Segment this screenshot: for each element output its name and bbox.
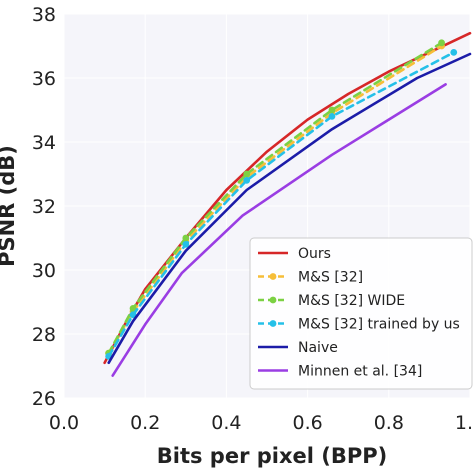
legend-label: M&S [32] bbox=[298, 270, 363, 286]
y-tick-label: 36 bbox=[32, 68, 56, 90]
y-tick-label: 28 bbox=[32, 324, 56, 346]
series-4 bbox=[107, 52, 472, 365]
x-tick-label: 0.2 bbox=[130, 412, 160, 434]
y-axis-title: PSNR (dB) bbox=[0, 145, 19, 267]
series-line bbox=[107, 51, 456, 358]
legend: Ours M&S [32] M&S [32] WIDE M&S [32] traine… bbox=[249, 237, 473, 390]
x-tick-label: 0.8 bbox=[374, 412, 404, 434]
legend-item: M&S [32] trained by us bbox=[258, 317, 460, 333]
y-tick-label: 32 bbox=[32, 196, 56, 218]
legend-item: M&S [32] bbox=[258, 270, 363, 286]
legend-label: M&S [32] trained by us bbox=[298, 317, 460, 333]
data-point bbox=[438, 39, 445, 47]
y-tick-label: 38 bbox=[32, 4, 56, 26]
legend-item: Ours bbox=[258, 246, 331, 262]
x-tick-label: 0.6 bbox=[292, 412, 322, 434]
y-tick-label: 26 bbox=[32, 388, 56, 410]
x-tick-label: 0.0 bbox=[49, 412, 79, 434]
legend-label: Ours bbox=[298, 246, 331, 262]
data-point bbox=[182, 234, 190, 242]
x-tick-label: 1.0 bbox=[455, 412, 474, 434]
x-tick-labels: 0.0 0.2 0.4 0.6 0.8 1.0 bbox=[49, 412, 474, 434]
legend-box bbox=[249, 237, 473, 390]
data-point bbox=[450, 49, 458, 56]
series-5 bbox=[111, 83, 447, 377]
x-tick-label: 0.4 bbox=[211, 412, 241, 434]
legend-marker bbox=[269, 273, 277, 280]
data-point bbox=[129, 311, 137, 319]
legend-item: M&S [32] WIDE bbox=[258, 293, 405, 309]
data-point bbox=[328, 106, 336, 114]
legend-label: Minnen et al. [34] bbox=[298, 364, 422, 380]
y-tick-label: 30 bbox=[32, 260, 56, 282]
series-line bbox=[111, 83, 447, 377]
x-axis-title: Bits per pixel (BPP) bbox=[157, 444, 388, 468]
series-line bbox=[107, 52, 472, 365]
data-point bbox=[328, 113, 336, 120]
y-tick-labels: 26 28 30 32 34 36 38 bbox=[32, 4, 56, 410]
legend-marker bbox=[269, 296, 277, 304]
series-lines bbox=[103, 31, 472, 377]
data-point bbox=[182, 241, 190, 248]
data-point bbox=[243, 177, 251, 184]
legend-item: Minnen et al. [34] bbox=[258, 364, 422, 380]
legend-marker bbox=[269, 320, 277, 327]
series-line bbox=[107, 41, 443, 355]
legend-label: M&S [32] WIDE bbox=[298, 293, 405, 309]
series-3 bbox=[105, 49, 458, 360]
data-point bbox=[243, 170, 251, 178]
data-point bbox=[129, 305, 137, 312]
legend-item: Naive bbox=[258, 340, 338, 356]
legend-label: Naive bbox=[298, 340, 338, 356]
grid bbox=[63, 13, 471, 399]
y-tick-label: 34 bbox=[32, 132, 56, 154]
